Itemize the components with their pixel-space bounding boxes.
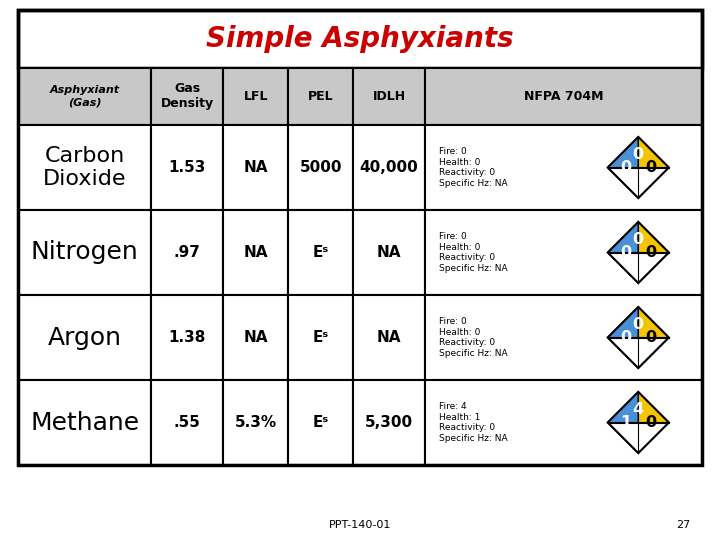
Text: Carbon
Dioxide: Carbon Dioxide	[43, 146, 127, 189]
Bar	[18, 210, 151, 295]
Text: Argon: Argon	[48, 326, 122, 349]
Text: Methane: Methane	[30, 410, 139, 435]
Text: NA: NA	[377, 330, 401, 345]
Polygon shape	[639, 222, 669, 283]
Text: Eˢ: Eˢ	[312, 415, 329, 430]
Text: 0: 0	[646, 415, 657, 430]
Text: 1: 1	[620, 415, 631, 430]
Bar	[354, 295, 425, 380]
Polygon shape	[608, 338, 669, 368]
Text: NA: NA	[243, 330, 268, 345]
Bar	[223, 295, 288, 380]
Bar	[18, 68, 151, 125]
Text: Eˢ: Eˢ	[312, 330, 329, 345]
Text: 1.53: 1.53	[168, 160, 206, 175]
Bar	[18, 380, 151, 465]
Text: NFPA 704M: NFPA 704M	[523, 90, 603, 103]
Polygon shape	[608, 222, 639, 283]
Polygon shape	[608, 222, 669, 253]
Text: 1.38: 1.38	[168, 330, 206, 345]
Text: 0: 0	[620, 160, 631, 175]
Text: NA: NA	[377, 245, 401, 260]
Bar	[288, 380, 354, 465]
Bar	[425, 380, 702, 465]
Text: 27: 27	[676, 520, 690, 530]
Text: LFL: LFL	[243, 90, 268, 103]
Text: .97: .97	[174, 245, 201, 260]
Text: 4: 4	[633, 402, 644, 417]
Bar	[18, 10, 702, 465]
Bar	[151, 68, 223, 125]
Bar	[223, 125, 288, 210]
Polygon shape	[639, 307, 669, 368]
Text: PEL: PEL	[308, 90, 333, 103]
Polygon shape	[608, 392, 639, 453]
Bar	[354, 380, 425, 465]
Bar	[151, 380, 223, 465]
Polygon shape	[608, 307, 639, 368]
Bar	[425, 125, 702, 210]
Text: Fire: 0
Health: 0
Reactivity: 0
Specific Hz: NA: Fire: 0 Health: 0 Reactivity: 0 Specific…	[438, 318, 508, 357]
Polygon shape	[608, 137, 669, 167]
Bar	[18, 10, 702, 68]
Text: 0: 0	[646, 160, 657, 175]
Text: Fire: 0
Health: 0
Reactivity: 0
Specific Hz: NA: Fire: 0 Health: 0 Reactivity: 0 Specific…	[438, 147, 508, 187]
Bar	[151, 295, 223, 380]
Polygon shape	[639, 392, 669, 453]
Text: NA: NA	[243, 245, 268, 260]
Text: Eˢ: Eˢ	[312, 245, 329, 260]
Text: Simple Asphyxiants: Simple Asphyxiants	[206, 25, 514, 53]
Bar	[223, 380, 288, 465]
Bar	[223, 210, 288, 295]
Bar	[425, 295, 702, 380]
Text: 0: 0	[633, 232, 644, 247]
Polygon shape	[608, 307, 669, 338]
Bar	[288, 295, 354, 380]
Bar	[288, 125, 354, 210]
Bar	[425, 68, 702, 125]
Text: 0: 0	[633, 147, 644, 162]
Text: NA: NA	[243, 160, 268, 175]
Polygon shape	[608, 167, 669, 198]
Bar	[354, 68, 425, 125]
Bar	[151, 210, 223, 295]
Text: 5.3%: 5.3%	[235, 415, 276, 430]
Bar	[288, 68, 354, 125]
Polygon shape	[608, 137, 639, 198]
Text: 0: 0	[633, 317, 644, 332]
Text: Gas
Density: Gas Density	[161, 82, 214, 110]
Bar	[354, 210, 425, 295]
Bar	[288, 210, 354, 295]
Text: 0: 0	[620, 330, 631, 345]
Text: IDLH: IDLH	[372, 90, 405, 103]
Polygon shape	[608, 422, 669, 453]
Text: Fire: 4
Health: 1
Reactivity: 0
Specific Hz: NA: Fire: 4 Health: 1 Reactivity: 0 Specific…	[438, 402, 508, 443]
Text: 0: 0	[646, 245, 657, 260]
Bar	[354, 125, 425, 210]
Polygon shape	[639, 137, 669, 198]
Text: .55: .55	[174, 415, 201, 430]
Bar	[425, 210, 702, 295]
Text: Nitrogen: Nitrogen	[31, 240, 138, 265]
Bar	[18, 295, 151, 380]
Polygon shape	[608, 392, 669, 422]
Text: 5,300: 5,300	[365, 415, 413, 430]
Bar	[18, 125, 151, 210]
Text: 5000: 5000	[300, 160, 342, 175]
Text: PPT-140-01: PPT-140-01	[329, 520, 391, 530]
Text: 40,000: 40,000	[360, 160, 418, 175]
Bar	[223, 68, 288, 125]
Text: 0: 0	[620, 245, 631, 260]
Text: Fire: 0
Health: 0
Reactivity: 0
Specific Hz: NA: Fire: 0 Health: 0 Reactivity: 0 Specific…	[438, 232, 508, 273]
Text: 0: 0	[646, 330, 657, 345]
Bar	[151, 125, 223, 210]
Polygon shape	[608, 253, 669, 283]
Text: Asphyxiant
(Gas): Asphyxiant (Gas)	[50, 85, 120, 107]
